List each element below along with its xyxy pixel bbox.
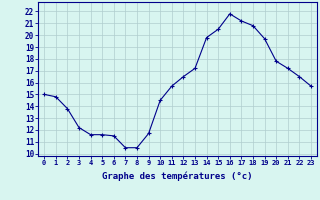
X-axis label: Graphe des températures (°c): Graphe des températures (°c) xyxy=(102,172,253,181)
